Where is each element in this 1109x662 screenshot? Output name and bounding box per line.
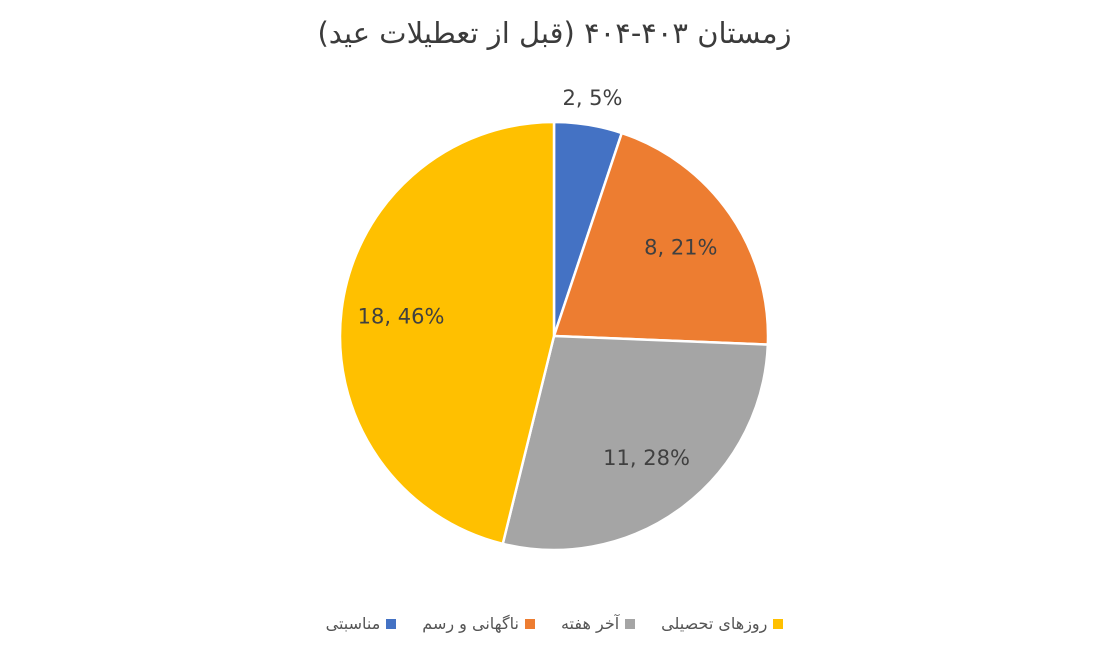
data-label: 8, 21% [644, 235, 717, 259]
legend-item: روزهای تحصیلی [661, 614, 784, 633]
legend-swatch [524, 618, 535, 629]
data-label: 2, 5% [562, 86, 622, 110]
legend-item: ناگهانی و رسم [422, 614, 535, 633]
chart-legend: روزهای تحصیلی آخر هفته ناگهانی و رسم مناسبت… [0, 614, 1109, 633]
legend-item: آخر هفته [560, 614, 636, 633]
legend-label: روزهای تحصیلی [661, 614, 768, 633]
data-label: 18, 46% [358, 304, 445, 328]
legend-item: مناسبتی [326, 614, 397, 633]
legend-label: مناسبتی [325, 614, 381, 633]
chart-title: زمستان ۴۰۳-۴۰۴ (قبل از تعطیلات عید) [317, 16, 792, 50]
legend-swatch [773, 618, 784, 629]
legend-label: آخر هفته [560, 614, 620, 633]
pie-slice [338, 120, 556, 546]
legend-swatch [386, 618, 397, 629]
pie-slice [552, 131, 770, 346]
pie-slice [501, 334, 770, 552]
legend-swatch [625, 618, 636, 629]
legend-label: ناگهانی و رسم [422, 614, 519, 633]
data-label: 11, 28% [603, 446, 690, 470]
